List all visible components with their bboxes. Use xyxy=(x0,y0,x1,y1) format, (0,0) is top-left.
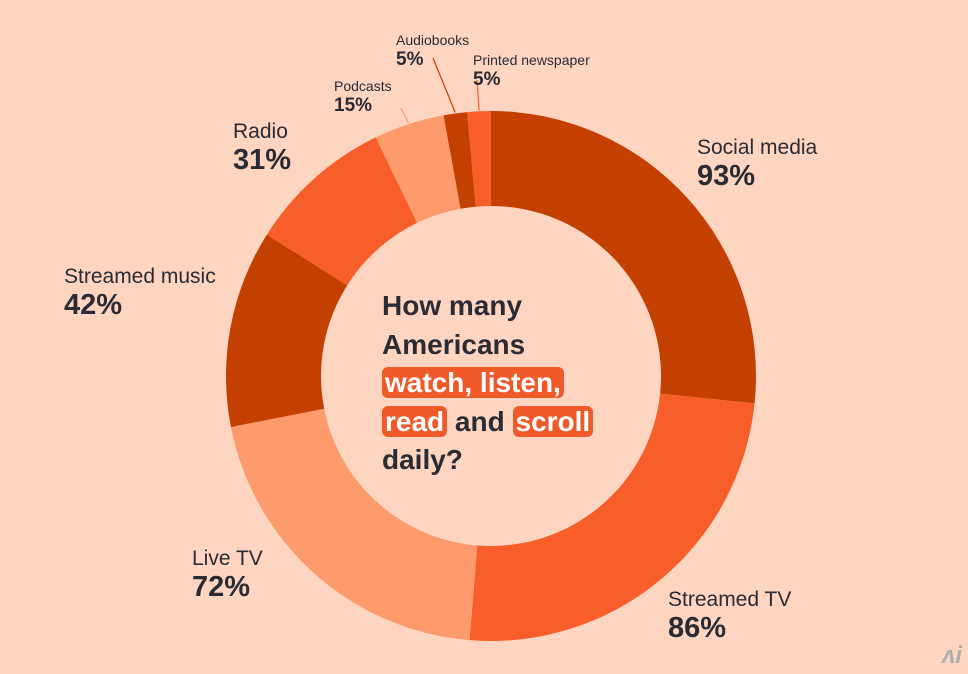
title-line: read and scroll xyxy=(382,403,594,442)
label-radio: Radio 31% xyxy=(233,121,291,175)
slice-value: 72% xyxy=(192,571,251,603)
slice-printed-newspaper xyxy=(467,111,491,207)
chart-title: How many Americans watch, listen, read and … xyxy=(382,287,594,480)
title-highlight: scroll xyxy=(512,405,594,437)
title-text: daily? xyxy=(382,444,463,475)
slice-value: 15% xyxy=(334,95,373,116)
label-social-media: Social media 93% xyxy=(697,137,817,191)
slice-value: 93% xyxy=(697,160,756,192)
leader-line xyxy=(432,57,456,113)
title-text: and xyxy=(447,405,513,437)
label-audiobooks: Audiobooks 5% xyxy=(396,33,469,69)
title-line: How many xyxy=(382,287,593,326)
slice-value: 31% xyxy=(233,144,292,176)
slice-name: Radio xyxy=(233,120,288,143)
slice-name: Printed newspaper xyxy=(473,52,590,68)
slice-podcasts xyxy=(375,115,461,223)
slice-name: Social media xyxy=(697,136,818,159)
slice-name: Streamed music xyxy=(64,265,216,288)
slice-social-media xyxy=(491,111,756,404)
slice-value: 42% xyxy=(64,289,123,321)
label-streamed-music: Streamed music 42% xyxy=(64,266,216,320)
slice-value: 86% xyxy=(668,612,727,644)
slice-name: Audiobooks xyxy=(396,32,470,48)
title-line: watch, listen, xyxy=(382,364,593,403)
slice-audiobooks xyxy=(443,112,476,209)
slice-value: 5% xyxy=(396,49,424,70)
title-highlight: watch, listen, xyxy=(382,367,564,398)
leader-line xyxy=(400,107,410,124)
label-live-tv: Live TV 72% xyxy=(192,548,263,602)
watermark-logo: ʌi xyxy=(941,642,962,669)
title-line: daily? xyxy=(382,441,593,480)
title-text: Americans xyxy=(382,328,526,360)
leader-line xyxy=(476,79,480,111)
slice-live-tv xyxy=(230,408,478,641)
slice-name: Streamed TV xyxy=(668,588,792,611)
label-printed-newspaper: Printed newspaper 5% xyxy=(473,53,590,89)
label-streamed-tv: Streamed TV 86% xyxy=(668,589,791,643)
slice-streamed-music xyxy=(226,234,348,427)
title-line: Americans xyxy=(382,326,593,365)
slice-streamed-tv xyxy=(469,393,755,641)
slice-value: 5% xyxy=(473,69,501,90)
title-highlight: read xyxy=(382,405,448,437)
slice-radio xyxy=(266,137,418,286)
slice-name: Live TV xyxy=(192,547,263,570)
label-podcasts: Podcasts 15% xyxy=(334,79,392,115)
slice-name: Podcasts xyxy=(334,78,392,94)
title-text: How many xyxy=(382,290,523,321)
